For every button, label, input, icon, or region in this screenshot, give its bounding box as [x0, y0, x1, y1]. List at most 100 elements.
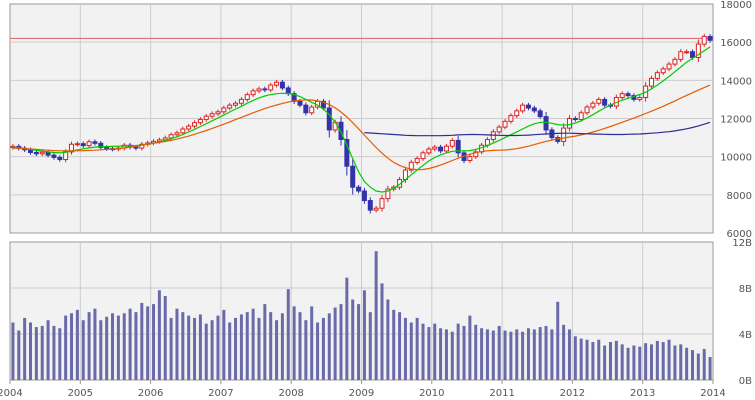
candle-body: [525, 104, 531, 109]
candle-body: [438, 146, 444, 152]
candle-body: [596, 98, 602, 104]
candle-body: [326, 107, 332, 131]
candlesticks: [10, 33, 713, 214]
candle-body: [244, 94, 250, 100]
volume-bar: [567, 329, 571, 380]
candle-body: [367, 200, 373, 211]
candle-body: [473, 151, 479, 158]
volume-bar: [70, 313, 74, 380]
volume-bar: [661, 342, 665, 380]
volume-bar: [286, 289, 290, 380]
volume-bar: [29, 322, 33, 380]
volume-bar: [708, 357, 712, 380]
volume-bar: [280, 313, 284, 380]
candle-body: [572, 118, 578, 120]
candle-body: [361, 190, 367, 202]
candle-body: [133, 146, 139, 149]
candle-body: [250, 90, 256, 96]
volume-bar: [40, 325, 44, 380]
volume-bar: [433, 323, 437, 380]
candle-body: [69, 143, 75, 153]
volume-bar: [562, 324, 566, 380]
volume-bar: [632, 345, 636, 380]
candle-body: [443, 145, 449, 152]
candle-body: [379, 198, 385, 209]
candle-body: [684, 51, 690, 54]
volume-bar: [228, 322, 232, 380]
volume-bar: [462, 325, 466, 380]
volume-bar: [380, 283, 384, 380]
candle-body: [625, 93, 631, 97]
volume-y-tick-labels: 0B 4B 8B 12B: [732, 238, 752, 387]
volume-bar: [696, 353, 700, 380]
volume-bar: [655, 340, 659, 380]
volume-bar: [409, 322, 413, 380]
candle-body: [637, 97, 643, 100]
volume-bar: [339, 304, 343, 380]
volume-bar: [111, 313, 115, 380]
candle-body: [174, 132, 180, 136]
volume-bar: [163, 296, 167, 380]
volume-bar: [17, 330, 21, 380]
volume-bar: [573, 336, 577, 380]
candle-body: [268, 84, 274, 91]
volume-y-tick-label: 12B: [732, 238, 752, 249]
candle-body: [414, 158, 420, 163]
candle-body: [92, 141, 98, 144]
candle-body: [678, 51, 684, 60]
volume-bar: [644, 343, 648, 380]
volume-bar: [216, 315, 220, 380]
volume-bar: [146, 306, 150, 380]
volume-bar: [157, 290, 161, 380]
moving-average-line: [12, 84, 711, 171]
volume-bar: [491, 330, 495, 380]
candle-body: [98, 142, 104, 149]
x-tick-label: 2011: [489, 388, 514, 399]
x-tick-label: 2010: [419, 388, 444, 399]
volume-bar: [521, 331, 525, 380]
volume-bar: [474, 324, 478, 380]
candle-body: [496, 126, 502, 133]
candle-body: [566, 118, 572, 129]
volume-bar: [614, 340, 618, 380]
price-y-tick-label: 10000: [720, 153, 752, 164]
candle-body: [432, 146, 438, 150]
volume-bar: [649, 344, 653, 380]
candle-body: [104, 147, 110, 150]
volume-bar: [245, 312, 249, 380]
candle-body: [192, 122, 198, 127]
volume-bar: [81, 320, 85, 380]
price-y-tick-label: 12000: [720, 115, 752, 126]
volume-bar: [509, 331, 513, 380]
x-tick-labels: 2004 2005 2006 2007 2008 2009 2010 2011 2012 2013…: [0, 380, 726, 399]
candle-body: [180, 128, 186, 134]
volume-bar: [532, 329, 536, 380]
volume-bar: [673, 345, 677, 380]
volume-bar: [439, 328, 443, 380]
candle-body: [543, 116, 549, 131]
x-tick-label: 2009: [349, 388, 374, 399]
candle-body: [256, 88, 262, 92]
candle-body: [455, 139, 461, 154]
volume-bar: [58, 328, 62, 380]
volume-bar: [685, 347, 689, 380]
volume-bar: [275, 320, 279, 380]
volume-bar: [345, 277, 349, 380]
volume-bar: [392, 309, 396, 380]
volume-bar: [468, 315, 472, 380]
candle-body: [578, 112, 584, 120]
candle-body: [186, 125, 192, 130]
candle-body: [707, 35, 713, 41]
candle-body: [356, 186, 362, 192]
volume-bar: [403, 317, 407, 380]
candle-body: [303, 104, 309, 114]
volume-bar: [64, 315, 68, 380]
volume-bar: [374, 251, 378, 380]
candle-body: [520, 104, 526, 112]
candle-body: [320, 100, 326, 109]
candle-body: [80, 143, 86, 147]
candle-body: [426, 148, 432, 154]
candle-body: [689, 51, 695, 58]
volume-bar: [515, 329, 519, 380]
